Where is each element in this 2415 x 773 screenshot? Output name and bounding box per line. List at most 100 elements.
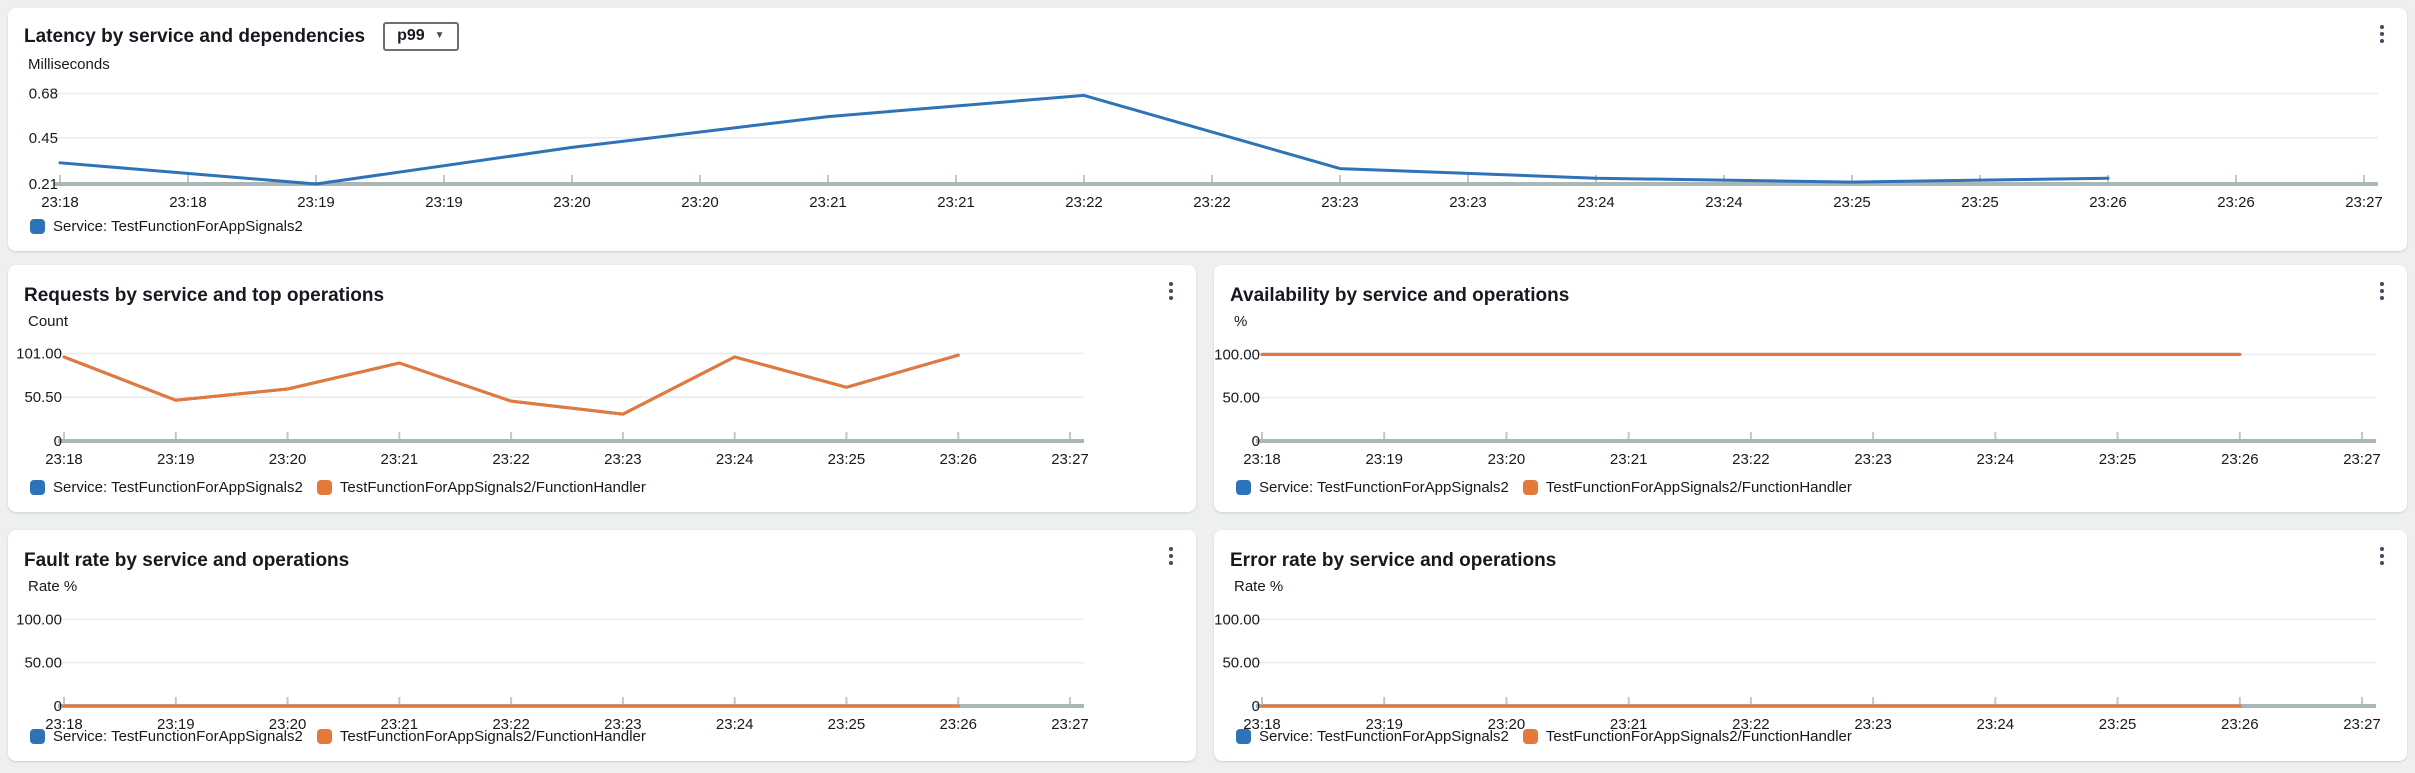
y-tick-label: 0.45 bbox=[29, 130, 58, 147]
legend-label: Service: TestFunctionForAppSignals2 bbox=[53, 218, 303, 235]
x-tick-label: 23:19 bbox=[1365, 451, 1403, 468]
series-color-swatch bbox=[1522, 480, 1538, 495]
x-tick-label: 23:23 bbox=[1449, 194, 1487, 211]
legend-item[interactable]: Service: TestFunctionForAppSignals2 bbox=[1236, 479, 1509, 496]
panel-error-rate-header: Error rate by service and operations bbox=[1230, 550, 2347, 572]
y-axis-unit-label: % bbox=[1234, 313, 1248, 330]
y-tick-label: 100.00 bbox=[16, 611, 62, 628]
chart-legend: Service: TestFunctionForAppSignals2 TestF… bbox=[30, 479, 646, 496]
y-axis-unit-label: Count bbox=[28, 313, 69, 330]
x-tick-label: 23:24 bbox=[716, 451, 754, 468]
chart-legend: Service: TestFunctionForAppSignals2 TestF… bbox=[1236, 728, 1852, 745]
y-tick-label: 50.00 bbox=[24, 655, 62, 672]
x-tick-label: 23:25 bbox=[2099, 451, 2137, 468]
x-tick-label: 23:24 bbox=[1577, 194, 1615, 211]
x-tick-label: 23:21 bbox=[809, 194, 847, 211]
panel-menu-button[interactable] bbox=[2371, 20, 2393, 48]
panel-menu-button[interactable] bbox=[1160, 542, 1182, 570]
y-tick-label: 0 bbox=[54, 698, 62, 715]
x-tick-label: 23:18 bbox=[169, 194, 207, 211]
legend-item[interactable]: Service: TestFunctionForAppSignals2 bbox=[30, 479, 303, 496]
legend-label: Service: TestFunctionForAppSignals2 bbox=[53, 728, 303, 745]
panel-fault-rate: Fault rate by service and operations Rat… bbox=[8, 530, 1196, 761]
legend-label: Service: TestFunctionForAppSignals2 bbox=[1259, 479, 1509, 496]
legend-item[interactable]: Service: TestFunctionForAppSignals2 bbox=[30, 218, 303, 235]
panel-fault-rate-header: Fault rate by service and operations bbox=[24, 550, 1136, 572]
series-color-swatch bbox=[316, 480, 332, 495]
legend-item[interactable]: TestFunctionForAppSignals2/FunctionHandl… bbox=[1522, 479, 1852, 496]
chart-legend: Service: TestFunctionForAppSignals2 TestF… bbox=[1236, 479, 1852, 496]
kebab-menu-icon bbox=[2380, 25, 2384, 43]
x-tick-label: 23:27 bbox=[2343, 716, 2381, 733]
series-color-swatch bbox=[1236, 729, 1251, 744]
x-tick-label: 23:23 bbox=[1854, 716, 1892, 733]
stat-dropdown-value: p99 bbox=[397, 27, 425, 44]
panel-menu-button[interactable] bbox=[2371, 277, 2393, 305]
x-tick-label: 23:18 bbox=[41, 194, 79, 211]
x-tick-label: 23:24 bbox=[1705, 194, 1743, 211]
chart-legend: Service: TestFunctionForAppSignals2 bbox=[30, 218, 303, 235]
series-line-0 bbox=[58, 93, 2110, 186]
x-tick-label: 23:19 bbox=[157, 451, 195, 468]
stat-dropdown[interactable]: p99 ▼ bbox=[383, 22, 459, 51]
series-color-swatch bbox=[316, 729, 332, 744]
series-line-1 bbox=[62, 353, 960, 416]
x-tick-label: 23:21 bbox=[381, 451, 419, 468]
kebab-menu-icon bbox=[2380, 282, 2384, 300]
y-tick-label: 50.00 bbox=[1222, 655, 1260, 672]
panel-menu-button[interactable] bbox=[2371, 542, 2393, 570]
panel-availability-header: Availability by service and operations bbox=[1230, 285, 2347, 307]
kebab-menu-icon bbox=[1169, 547, 1173, 565]
x-tick-label: 23:19 bbox=[425, 194, 463, 211]
x-tick-label: 23:26 bbox=[2221, 451, 2259, 468]
x-tick-label: 23:18 bbox=[1243, 451, 1281, 468]
x-tick-label: 23:21 bbox=[937, 194, 975, 211]
legend-item[interactable]: Service: TestFunctionForAppSignals2 bbox=[1236, 728, 1509, 745]
panel-title: Fault rate by service and operations bbox=[24, 550, 350, 571]
x-tick-label: 23:26 bbox=[2089, 194, 2127, 211]
legend-item[interactable]: TestFunctionForAppSignals2/FunctionHandl… bbox=[316, 479, 646, 496]
x-tick-label: 23:22 bbox=[492, 451, 530, 468]
x-tick-label: 23:26 bbox=[939, 451, 977, 468]
x-tick-label: 23:26 bbox=[2217, 194, 2255, 211]
y-axis-unit-label: Rate % bbox=[28, 578, 78, 595]
x-tick-label: 23:23 bbox=[604, 451, 642, 468]
x-tick-label: 23:27 bbox=[1051, 451, 1089, 468]
x-tick-label: 23:23 bbox=[1321, 194, 1359, 211]
legend-label: TestFunctionForAppSignals2/FunctionHandl… bbox=[1545, 728, 1852, 745]
series-color-swatch bbox=[1522, 729, 1538, 744]
x-tick-label: 23:20 bbox=[553, 194, 591, 211]
x-tick-label: 23:25 bbox=[828, 451, 866, 468]
kebab-menu-icon bbox=[2380, 547, 2384, 565]
legend-item[interactable]: TestFunctionForAppSignals2/FunctionHandl… bbox=[1522, 728, 1852, 745]
x-tick-label: 23:21 bbox=[1610, 451, 1648, 468]
kebab-menu-icon bbox=[1169, 282, 1173, 300]
panel-title: Error rate by service and operations bbox=[1230, 550, 1557, 571]
series-line-0 bbox=[62, 353, 960, 416]
x-tick-label: 23:22 bbox=[1193, 194, 1231, 211]
x-tick-label: 23:24 bbox=[1977, 716, 2015, 733]
x-tick-label: 23:19 bbox=[297, 194, 335, 211]
y-tick-label: 100.00 bbox=[1214, 611, 1260, 628]
y-tick-label: 0.21 bbox=[29, 176, 58, 193]
x-tick-label: 23:22 bbox=[1065, 194, 1103, 211]
x-tick-label: 23:20 bbox=[681, 194, 719, 211]
panel-menu-button[interactable] bbox=[1160, 277, 1182, 305]
chevron-down-icon: ▼ bbox=[434, 30, 445, 41]
x-tick-label: 23:25 bbox=[1961, 194, 1999, 211]
panel-title: Latency by service and dependencies bbox=[24, 25, 366, 47]
x-tick-label: 23:27 bbox=[2345, 194, 2383, 211]
x-tick-label: 23:27 bbox=[2343, 451, 2381, 468]
x-tick-label: 23:23 bbox=[1854, 451, 1892, 468]
panel-title: Requests by service and top operations bbox=[24, 285, 385, 306]
series-color-swatch bbox=[30, 219, 45, 234]
legend-item[interactable]: Service: TestFunctionForAppSignals2 bbox=[30, 728, 303, 745]
legend-label: Service: TestFunctionForAppSignals2 bbox=[1259, 728, 1509, 745]
panel-requests-header: Requests by service and top operations bbox=[24, 285, 1136, 307]
series-color-swatch bbox=[1236, 480, 1251, 495]
y-tick-label: 0 bbox=[1252, 698, 1260, 715]
legend-item[interactable]: TestFunctionForAppSignals2/FunctionHandl… bbox=[316, 728, 646, 745]
y-axis-unit-label: Rate % bbox=[1234, 578, 1284, 595]
series-color-swatch bbox=[30, 480, 45, 495]
